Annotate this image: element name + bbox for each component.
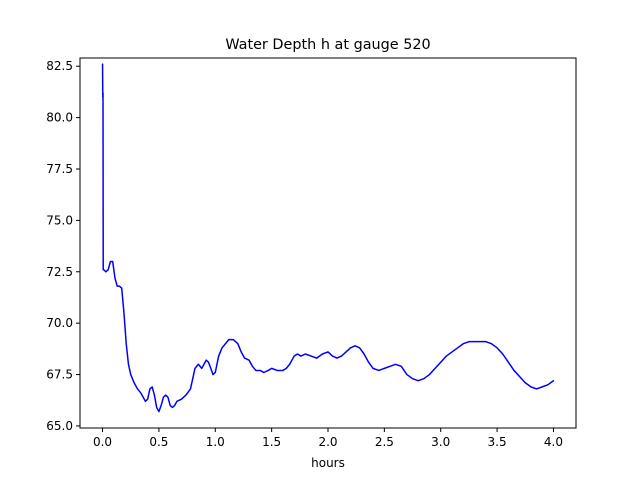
x-axis-label: hours [311, 456, 345, 470]
x-tick-label: 1.5 [262, 435, 281, 449]
chart-axes: 0.0 0.5 1.0 1.5 2.0 2.5 3.0 3.5 4.0 65.0 67.5 70.0 7… [46, 59, 563, 449]
chart-title: Water Depth h at gauge 520 [225, 37, 430, 53]
plot-area [80, 58, 576, 428]
y-tick-label: 75.0 [46, 213, 73, 227]
series-line-0 [101, 63, 555, 413]
x-tick-label: 2.5 [375, 435, 394, 449]
y-tick-label: 77.5 [46, 162, 73, 176]
plot-frame [79, 57, 577, 429]
x-tick-label: 0.0 [93, 435, 112, 449]
y-tick-label: 80.0 [46, 111, 73, 125]
y-tick-label: 82.5 [46, 59, 73, 73]
y-tick-label: 72.5 [46, 265, 73, 279]
y-tick-label: 67.5 [46, 368, 73, 382]
x-tick-label: 0.5 [149, 435, 168, 449]
x-tick-label: 3.0 [431, 435, 450, 449]
x-tick-label: 2.0 [318, 435, 337, 449]
y-tick-label: 65.0 [46, 419, 73, 433]
x-tick-label: 3.5 [488, 435, 507, 449]
x-tick-label: 1.0 [206, 435, 225, 449]
y-tick-label: 70.0 [46, 316, 73, 330]
x-tick-label: 4.0 [544, 435, 563, 449]
chart-marks [101, 63, 555, 413]
